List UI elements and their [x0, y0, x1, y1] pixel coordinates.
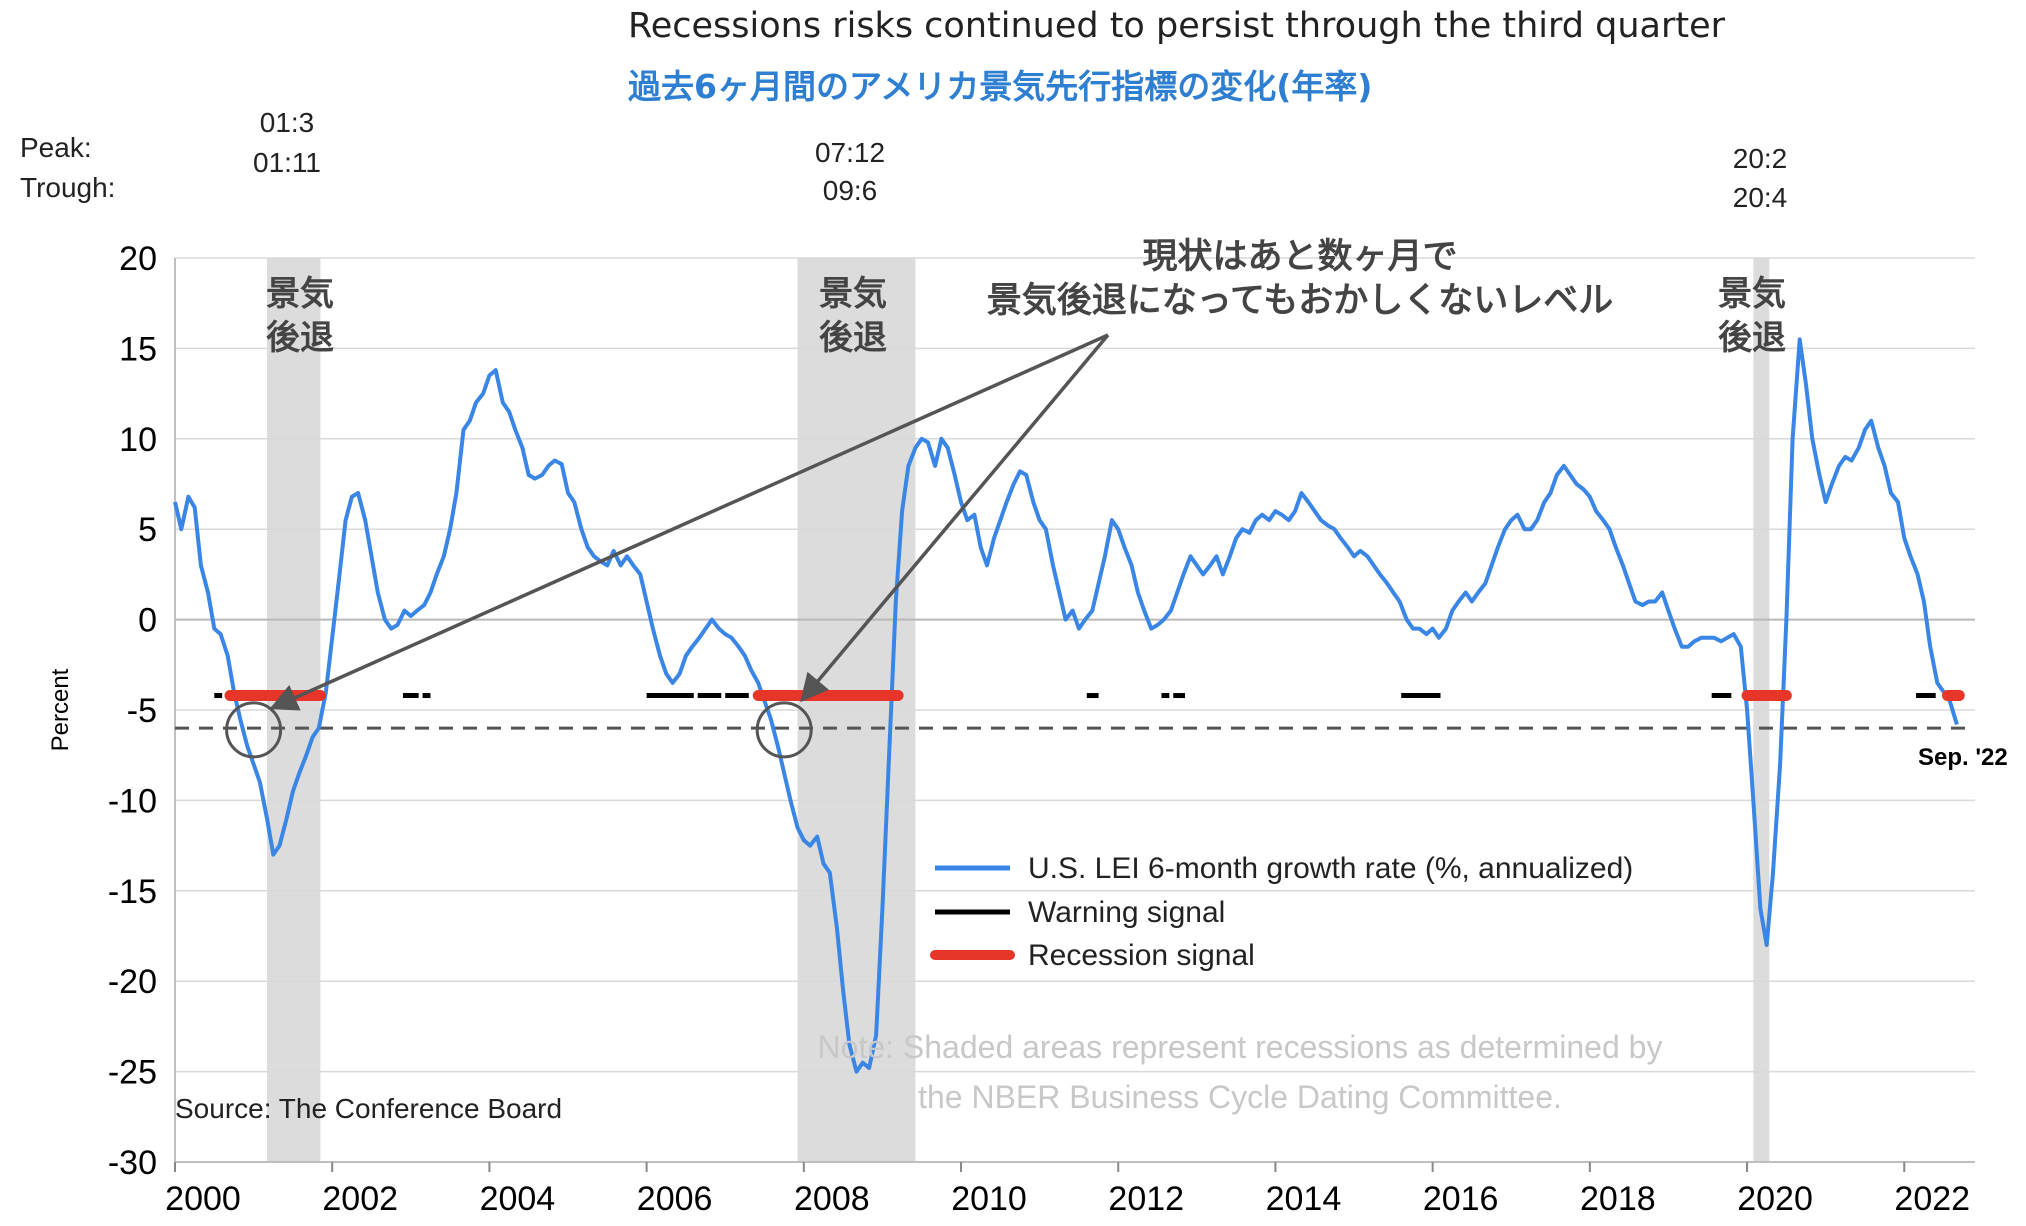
x-tick-label: 2004	[480, 1180, 556, 1218]
recession-label: 景気	[1718, 274, 1786, 314]
crossing-circle-0	[225, 701, 283, 759]
legend: U.S. LEI 6-month growth rate (%, annuali…	[930, 852, 1633, 972]
x-tick-label: 2010	[951, 1180, 1027, 1218]
note-line-2: the NBER Business Cycle Dating Committee…	[918, 1079, 1562, 1115]
legend-label-0: U.S. LEI 6-month growth rate (%, annuali…	[1028, 852, 1633, 885]
y-tick-label: 15	[119, 330, 157, 368]
recession-label: 景気	[819, 274, 887, 314]
callout-arrow-left	[269, 333, 1109, 711]
x-tick-label: 2012	[1108, 1180, 1184, 1218]
x-tick-label: 2022	[1894, 1180, 1970, 1218]
source-label: Source: The Conference Board	[175, 1093, 562, 1124]
recession-label: 景気	[266, 274, 334, 314]
callout-line-2: 景気後退になってもおかしくないレベル	[987, 281, 1614, 321]
x-tick-label: 2014	[1266, 1180, 1342, 1218]
peak-date: 07:12	[815, 137, 885, 168]
x-tick-label: 2002	[322, 1180, 398, 1218]
end-point-label: Sep. '22	[1918, 744, 2008, 771]
recession-label: 後退	[266, 318, 334, 358]
y-tick-label: -5	[127, 692, 157, 730]
chart-title: Recessions risks continued to persist th…	[628, 6, 1725, 46]
callout-arrow-right	[800, 333, 1110, 703]
trough-date: 09:6	[823, 175, 878, 206]
trough-label: Trough:	[20, 172, 116, 203]
y-tick-label: 5	[138, 511, 157, 549]
legend-label-2: Recession signal	[1028, 939, 1255, 972]
legend-label-1: Warning signal	[1028, 896, 1225, 929]
x-tick-label: 2006	[637, 1180, 713, 1218]
callout-line-1: 現状はあと数ヶ月で	[1142, 237, 1457, 277]
series-line-lei	[173, 337, 1959, 1074]
x-tick-label: 2000	[165, 1180, 241, 1218]
chart-subtitle: 過去6ヶ月間のアメリカ景気先行指標の変化(年率)	[628, 67, 1373, 106]
y-tick-label: -15	[108, 873, 157, 911]
x-tick-label: 2008	[794, 1180, 870, 1218]
recession-label: 後退	[819, 318, 887, 358]
y-tick-label: -10	[108, 782, 157, 820]
y-axis-label: Percent	[47, 668, 74, 751]
recession-label: 後退	[1718, 318, 1786, 358]
peak-date: 01:3	[260, 107, 315, 138]
crossing-circle-1	[755, 701, 813, 759]
y-tick-label: -30	[108, 1144, 157, 1182]
trough-date: 01:11	[253, 147, 321, 178]
x-tick-label: 2020	[1737, 1180, 1813, 1218]
x-tick-label: 2018	[1580, 1180, 1656, 1218]
y-tick-label: -20	[108, 963, 157, 1001]
note-line-1: Note: Shaded areas represent recessions …	[818, 1029, 1663, 1065]
y-tick-label: 20	[119, 240, 157, 278]
peak-date: 20:2	[1733, 143, 1788, 174]
x-tick-label: 2016	[1423, 1180, 1499, 1218]
y-tick-label: 0	[138, 602, 157, 640]
y-tick-label: 10	[119, 421, 157, 459]
trough-date: 20:4	[1733, 182, 1788, 213]
y-tick-label: -25	[108, 1054, 157, 1092]
peak-label: Peak:	[20, 132, 92, 163]
